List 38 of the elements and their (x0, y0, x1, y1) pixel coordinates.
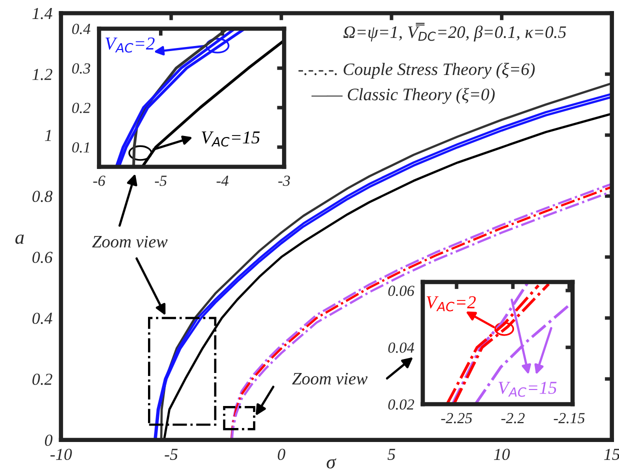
x-tick-label: -5 (164, 448, 178, 460)
y-axis-title: a (15, 234, 24, 244)
y-tick-label: 0.04 (388, 342, 414, 353)
x-tick-label: -2.25 (441, 413, 472, 424)
x-tick-label: -2.15 (554, 413, 585, 424)
annotation: V$_{AC}$=2 (106, 37, 155, 53)
annotation: Zoom view (92, 236, 168, 248)
annotation: V$_{AC}$=15 (498, 382, 557, 397)
x-tick-label: -4 (216, 176, 228, 186)
y-tick-label: 0 (44, 434, 52, 446)
y-tick-label: 0.2 (72, 102, 90, 114)
y-tick-label: 0.2 (32, 374, 52, 385)
annotation: V$_{AC}$=15 (202, 131, 260, 147)
y-tick-label: 0.3 (72, 63, 90, 74)
y-tick-label: 1 (44, 130, 51, 141)
x-tick-label: -6 (93, 176, 106, 186)
y-tick-label: 0.02 (388, 399, 414, 410)
annotation: —— Classic Theory (ξ=0) (312, 88, 495, 104)
annotation: -.-.-.-. Couple Stress Theory (ξ=6) (298, 62, 535, 79)
x-tick-label: -3 (278, 176, 290, 186)
y-tick-label: 0.4 (32, 312, 52, 324)
y-tick-label: 0.06 (388, 286, 414, 296)
annotation: Zoom view (292, 372, 368, 385)
x-tick-label: -2.2 (501, 413, 525, 424)
x-tick-label: -5 (154, 176, 167, 186)
x-axis-title: σ (326, 458, 336, 469)
y-tick-label: 0.8 (32, 190, 52, 202)
annotation: V$_{AC}$=2 (426, 296, 476, 312)
x-tick-label: 0 (278, 448, 286, 460)
x-tick-label: 10 (494, 448, 510, 460)
x-tick-label: 5 (388, 448, 396, 460)
y-tick-label: 0.4 (72, 24, 90, 34)
y-tick-label: 0.1 (72, 142, 90, 153)
y-tick-label: 1.2 (32, 68, 52, 80)
annotation: Ω=ψ=1, V̿$_{DC}$=20, β=0.1, κ=0.5 (343, 22, 566, 42)
y-tick-label: 0.6 (32, 252, 53, 264)
y-tick-label: 1.4 (32, 8, 52, 20)
x-tick-label: -10 (50, 448, 72, 460)
